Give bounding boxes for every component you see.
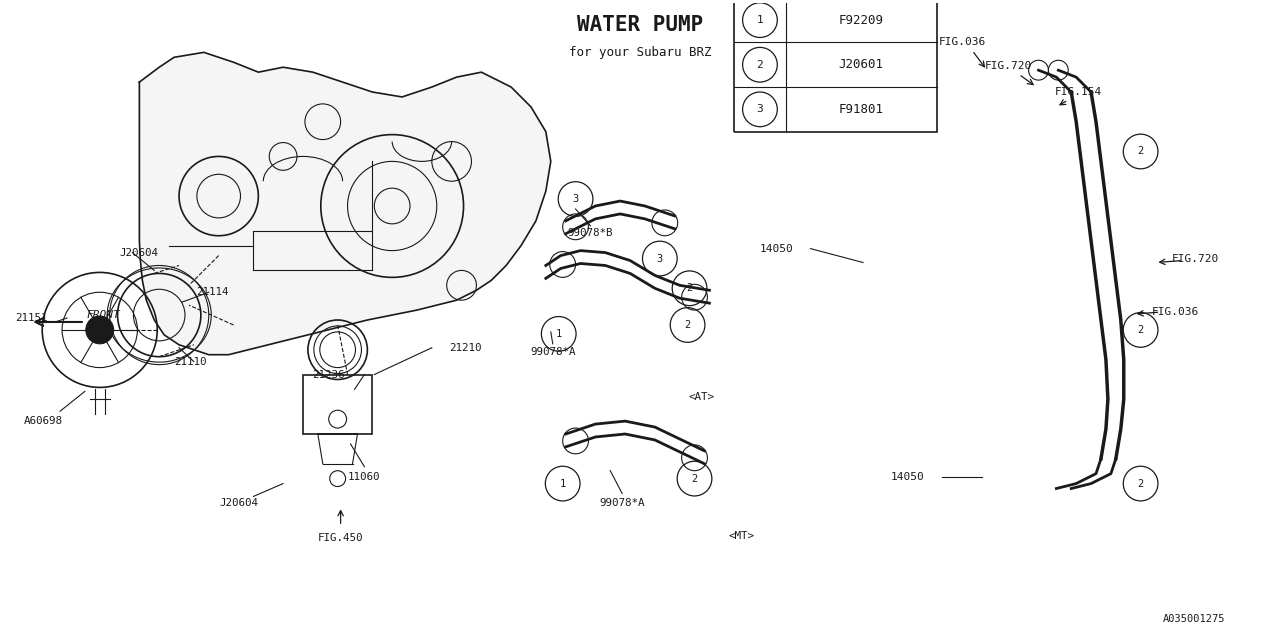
Text: 3: 3 [572, 194, 579, 204]
Text: A60698: A60698 [24, 416, 63, 426]
Text: J20604: J20604 [119, 248, 159, 257]
Polygon shape [140, 52, 550, 355]
Text: FRONT: FRONT [87, 310, 120, 320]
Circle shape [86, 316, 114, 344]
Text: 21210: 21210 [449, 343, 483, 353]
Text: <AT>: <AT> [689, 392, 714, 403]
Text: 21110: 21110 [174, 356, 206, 367]
Text: F91801: F91801 [838, 103, 883, 116]
Text: J20601: J20601 [838, 58, 883, 71]
Text: 2: 2 [1138, 479, 1144, 488]
Text: 2: 2 [1138, 147, 1144, 156]
Text: 2: 2 [686, 284, 692, 293]
Text: FIG.720: FIG.720 [1171, 253, 1219, 264]
Text: WATER PUMP: WATER PUMP [577, 15, 703, 35]
Text: 1: 1 [556, 329, 562, 339]
Text: 1: 1 [756, 15, 763, 25]
Text: 21236: 21236 [312, 369, 344, 380]
Text: 2: 2 [685, 320, 691, 330]
Text: 3: 3 [657, 253, 663, 264]
Text: 99078*A: 99078*A [599, 499, 645, 508]
Text: A035001275: A035001275 [1162, 614, 1225, 625]
Text: 14050: 14050 [760, 244, 794, 253]
Text: FIG.154: FIG.154 [1055, 87, 1102, 97]
Text: 2: 2 [756, 60, 763, 70]
Text: 99078*B: 99078*B [568, 228, 613, 238]
Text: FIG.036: FIG.036 [1152, 307, 1199, 317]
Bar [303, 374, 372, 434]
Text: FIG.036: FIG.036 [938, 37, 986, 47]
Text: 3: 3 [756, 104, 763, 115]
Text: <MT>: <MT> [728, 531, 754, 541]
Text: 1: 1 [559, 479, 566, 488]
Text: 2: 2 [691, 474, 698, 484]
Text: FIG.450: FIG.450 [317, 533, 364, 543]
Bar [735, 0, 937, 132]
Text: 21114: 21114 [196, 287, 228, 297]
Text: F92209: F92209 [838, 13, 883, 27]
Text: J20604: J20604 [219, 499, 259, 508]
Text: FIG.720: FIG.720 [986, 61, 1033, 71]
Text: 2: 2 [1138, 325, 1144, 335]
Text: 14050: 14050 [891, 472, 924, 482]
Text: 11060: 11060 [348, 472, 380, 482]
Text: 99078*A: 99078*A [530, 347, 576, 356]
Text: for your Subaru BRZ: for your Subaru BRZ [568, 46, 712, 59]
Text: 21151: 21151 [14, 313, 47, 323]
